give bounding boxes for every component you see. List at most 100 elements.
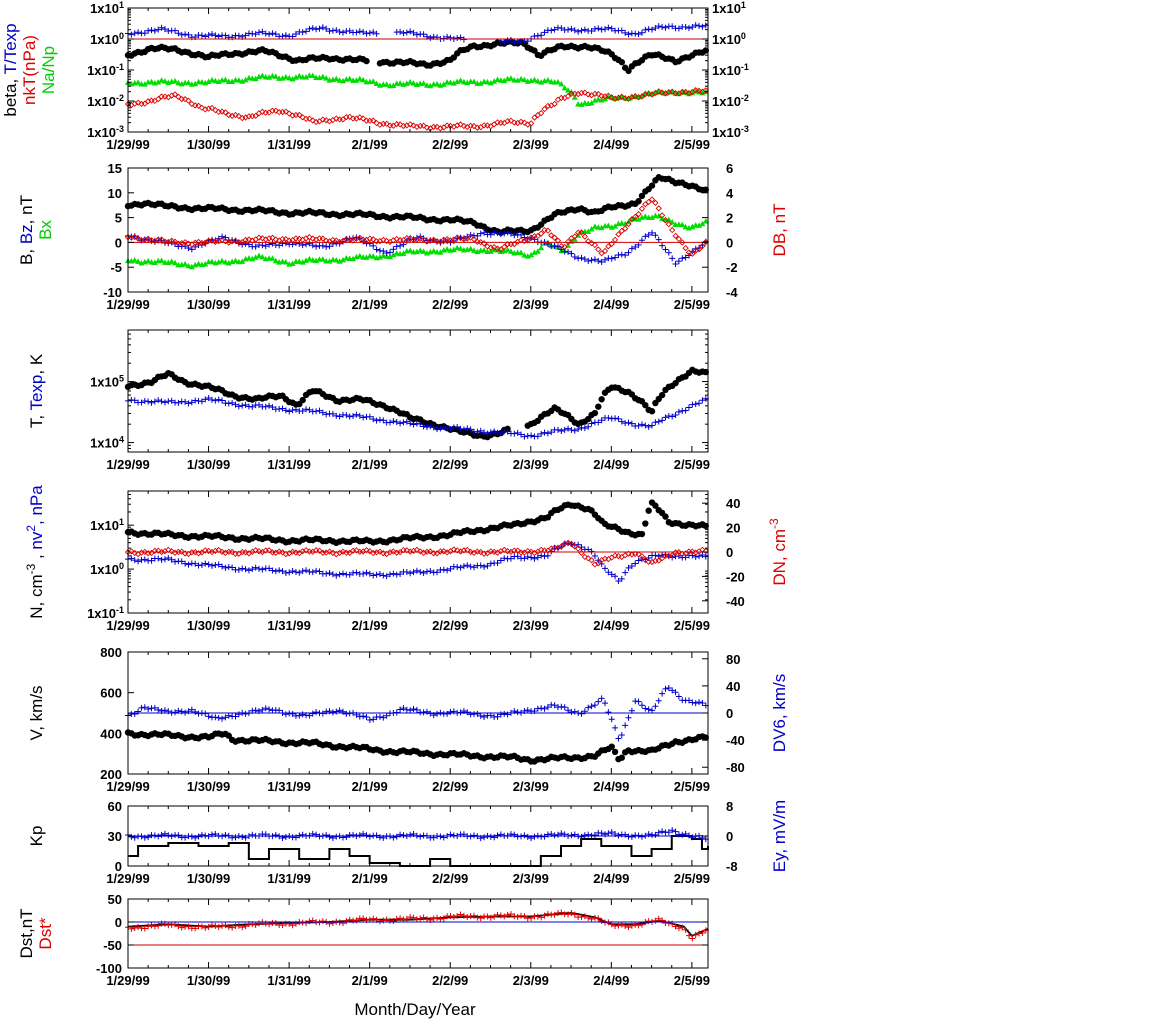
point <box>407 247 414 253</box>
point <box>185 31 192 38</box>
point <box>289 75 296 82</box>
series-Dst* <box>125 909 709 942</box>
point <box>685 404 692 411</box>
point <box>259 253 266 260</box>
point <box>366 570 373 577</box>
point <box>299 242 306 249</box>
point <box>696 699 703 706</box>
point <box>219 922 226 929</box>
point <box>588 240 595 247</box>
x-tick-label: 2/2/99 <box>432 618 468 633</box>
point <box>440 35 447 42</box>
point <box>155 706 162 713</box>
point <box>276 567 283 574</box>
point <box>638 93 646 100</box>
point <box>541 429 548 436</box>
point <box>538 109 545 117</box>
point <box>514 429 521 436</box>
tick-base: 1x10 <box>712 94 741 109</box>
label-part: DV6, km/s <box>770 674 789 752</box>
point <box>648 196 656 203</box>
point <box>329 27 336 34</box>
point <box>387 249 394 256</box>
point <box>370 117 377 124</box>
point <box>266 706 273 713</box>
x-tick-label: 1/30/99 <box>187 457 230 472</box>
point <box>585 546 592 553</box>
point <box>198 923 205 930</box>
point <box>158 24 165 31</box>
point <box>282 407 289 414</box>
point <box>649 707 656 714</box>
point <box>481 834 488 841</box>
point <box>306 255 313 262</box>
x-tick-label: 2/1/99 <box>352 973 388 988</box>
point <box>138 399 145 406</box>
point <box>168 258 175 264</box>
point <box>521 76 528 83</box>
point <box>353 569 360 576</box>
x-tick-label: 2/4/99 <box>593 779 629 794</box>
x-tick-label: 2/2/99 <box>432 973 468 988</box>
point <box>591 552 598 559</box>
point <box>675 693 682 700</box>
point <box>595 96 602 102</box>
y-tick-label: 1x10-3 <box>87 124 124 140</box>
point <box>225 712 232 719</box>
point <box>575 255 582 262</box>
point <box>669 255 676 262</box>
point <box>561 84 568 91</box>
point <box>615 415 622 422</box>
point <box>679 255 686 262</box>
point <box>192 560 199 567</box>
point <box>397 242 404 249</box>
point <box>222 238 229 245</box>
point <box>544 77 551 83</box>
series-Bx <box>125 212 709 270</box>
point <box>380 248 387 255</box>
point <box>313 26 320 33</box>
point <box>131 710 138 717</box>
point <box>635 31 642 38</box>
point <box>652 703 659 710</box>
point <box>564 92 572 100</box>
x-tick-label: 2/1/99 <box>352 137 388 152</box>
point <box>356 412 363 419</box>
point <box>699 220 706 227</box>
point <box>252 112 259 119</box>
point <box>215 561 222 568</box>
point <box>618 227 625 235</box>
point <box>232 257 239 264</box>
point <box>376 416 383 423</box>
point <box>299 711 306 718</box>
tick-exponent: 5 <box>119 374 124 384</box>
point <box>141 100 148 107</box>
point <box>702 734 709 741</box>
point <box>296 111 303 119</box>
point <box>168 397 175 404</box>
y-right-tick-label: 4 <box>726 186 734 201</box>
point <box>198 562 205 569</box>
point <box>591 223 598 229</box>
point <box>534 32 541 39</box>
point <box>319 24 326 31</box>
point <box>558 246 565 253</box>
panel-beta: 1/29/99 1/30/99 1/31/99 2/1/99 2/2/99 2/3/99 2… <box>1 0 749 152</box>
point <box>679 221 686 228</box>
point <box>484 430 491 437</box>
point <box>249 831 256 838</box>
point <box>420 80 427 86</box>
point <box>434 426 441 433</box>
point <box>212 714 219 721</box>
point <box>151 27 158 34</box>
point <box>470 247 477 253</box>
point <box>383 573 390 580</box>
x-tick-label: 2/3/99 <box>513 457 549 472</box>
point <box>457 121 464 128</box>
point <box>457 77 464 83</box>
point <box>467 234 474 241</box>
point <box>477 427 484 434</box>
point <box>464 914 471 921</box>
label-part: -3 <box>767 518 781 529</box>
x-tick-label: 2/5/99 <box>674 457 710 472</box>
